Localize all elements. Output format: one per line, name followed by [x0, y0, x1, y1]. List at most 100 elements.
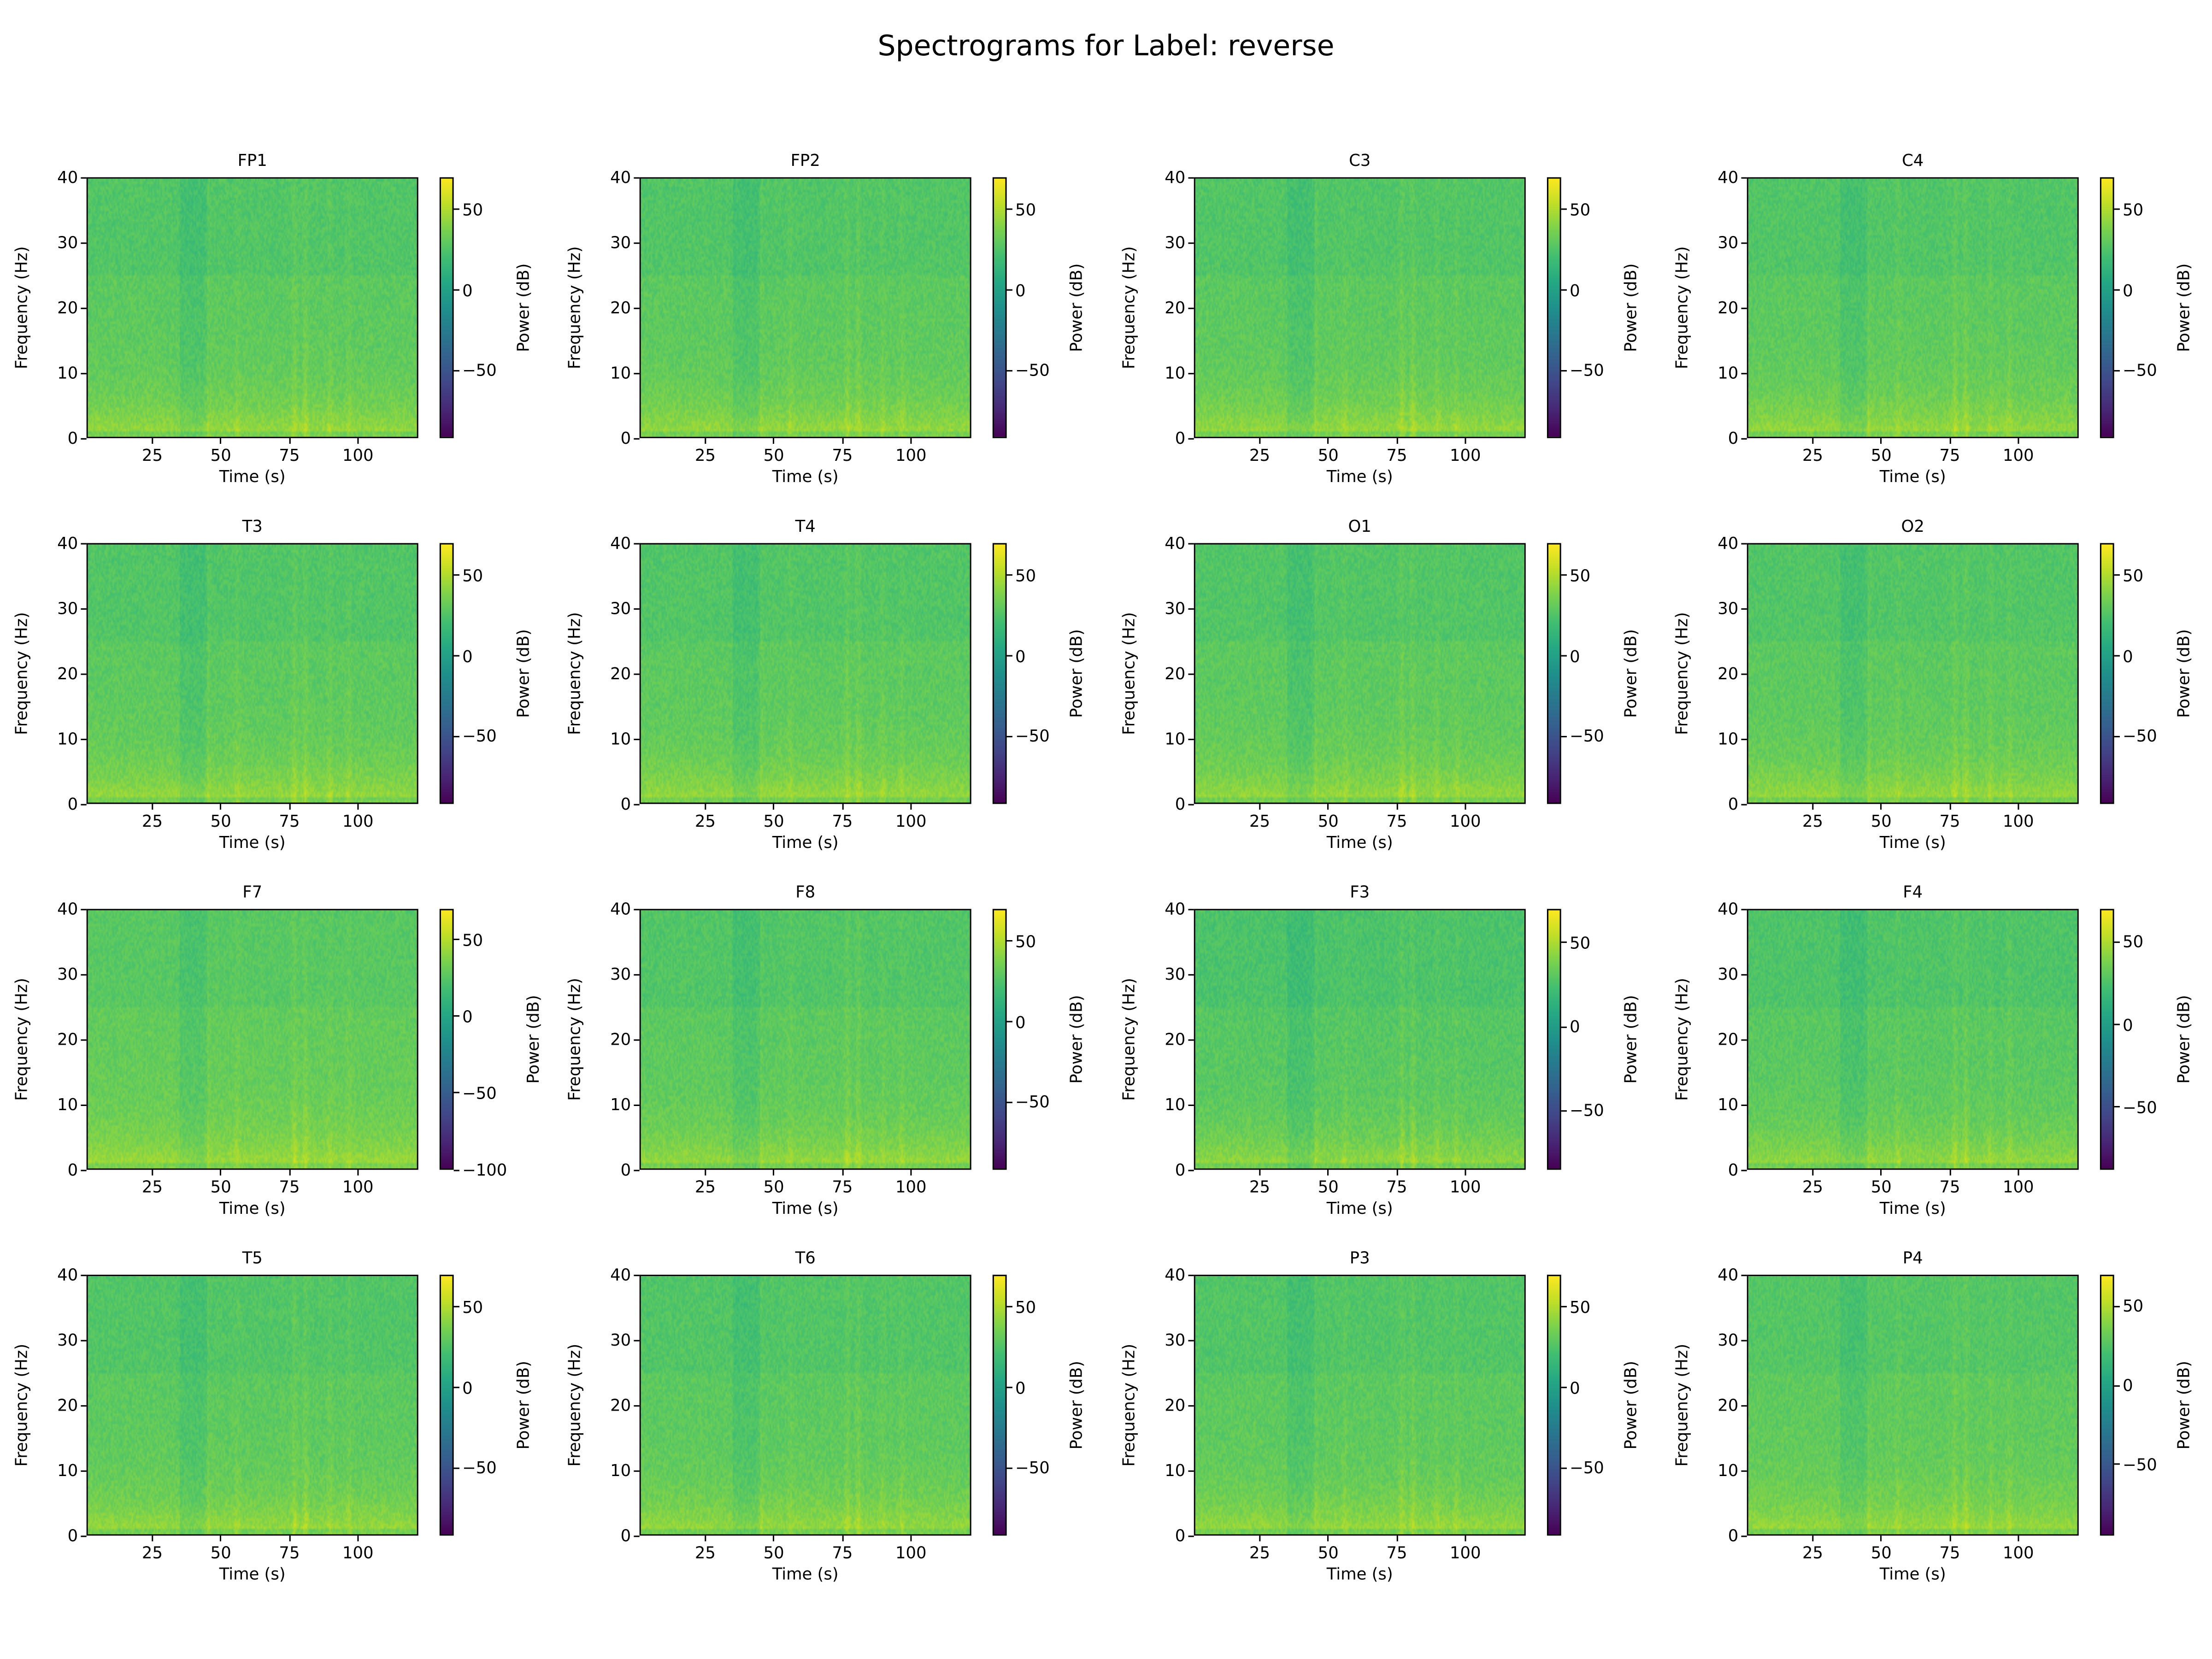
y-axis-label: Frequency (Hz)	[11, 612, 31, 735]
x-tick-label: 100	[342, 811, 374, 831]
y-tick	[81, 372, 87, 374]
panel-title: FP1	[237, 150, 267, 171]
plot-area	[639, 543, 971, 804]
x-tick-label: 100	[895, 1542, 927, 1563]
plot-area	[1747, 177, 2079, 438]
colorbar-tick-label: 50	[1570, 932, 1591, 953]
y-tick	[1741, 307, 1747, 309]
x-tick-label: 75	[832, 1177, 853, 1197]
spectrogram-image	[1748, 910, 2077, 1169]
y-tick	[634, 176, 640, 178]
colorbar-tick-label: 50	[2123, 932, 2144, 952]
y-tick	[634, 437, 640, 439]
y-tick-label: 10	[610, 1460, 631, 1481]
colorbar-label: Power (dB)	[2173, 629, 2194, 718]
y-tick-label: 40	[1718, 533, 1739, 553]
y-tick	[81, 607, 87, 609]
x-axis-label: Time (s)	[1879, 466, 1946, 487]
colorbar-tick-label: 0	[462, 1377, 473, 1398]
colorbar-tick-label: 50	[1015, 199, 1036, 220]
x-tick-label: 50	[1871, 811, 1892, 831]
colorbar-tick-label: 50	[2123, 565, 2144, 585]
colorbar-tick	[2114, 1024, 2120, 1025]
colorbar-tick	[1561, 208, 1567, 211]
y-tick-label: 10	[1165, 1460, 1186, 1481]
colorbar-label: Power (dB)	[1620, 1360, 1641, 1450]
y-tick	[1188, 803, 1194, 805]
plot-area	[639, 177, 971, 438]
y-tick	[1741, 1404, 1747, 1406]
x-tick-label: 100	[2003, 811, 2034, 831]
y-tick-label: 20	[610, 1395, 631, 1415]
colorbar-tick-label: 0	[1570, 280, 1580, 300]
colorbar-tick-label: 0	[2123, 280, 2133, 300]
x-axis-label: Time (s)	[1879, 1564, 1946, 1584]
x-tick	[220, 804, 222, 810]
y-tick-label: 10	[1718, 1460, 1739, 1481]
colorbar-label: Power (dB)	[2173, 1360, 2194, 1450]
y-tick-label: 30	[1165, 964, 1186, 984]
x-axis-label: Time (s)	[219, 466, 286, 487]
panel-title: P4	[1902, 1247, 1923, 1268]
y-tick	[1188, 908, 1194, 910]
x-tick	[910, 1535, 912, 1541]
colorbar-tick	[453, 655, 459, 657]
colorbar-tick-label: 0	[2123, 646, 2133, 666]
y-tick-label: 10	[610, 363, 631, 383]
colorbar-tick-label: 50	[1570, 1297, 1591, 1317]
x-tick	[2018, 438, 2019, 444]
y-tick	[1188, 307, 1194, 309]
x-tick-label: 50	[210, 811, 231, 831]
y-tick-label: 20	[610, 1029, 631, 1049]
y-tick	[81, 908, 87, 910]
y-tick	[81, 1038, 87, 1040]
x-tick	[1880, 438, 1882, 444]
colorbar-tick	[1006, 1387, 1012, 1388]
y-tick-label: 30	[1718, 598, 1739, 618]
x-tick	[357, 804, 359, 810]
colorbar	[439, 543, 454, 804]
y-tick-label: 0	[1728, 1159, 1739, 1180]
colorbar	[439, 909, 454, 1170]
y-tick	[1188, 542, 1194, 544]
y-tick	[634, 542, 640, 544]
colorbar-tick	[1561, 1387, 1567, 1388]
colorbar-label: Power (dB)	[1066, 1360, 1086, 1450]
y-tick	[634, 1274, 640, 1276]
x-tick	[220, 438, 222, 444]
colorbar	[439, 177, 454, 438]
colorbar-tick	[1561, 370, 1567, 371]
colorbar-tick	[1006, 574, 1012, 576]
colorbar-tick-label: 0	[2123, 1375, 2133, 1395]
spectrogram-image	[641, 544, 970, 803]
x-tick-label: 100	[895, 445, 927, 465]
y-tick-label: 0	[67, 794, 78, 814]
x-tick-label: 25	[141, 1542, 163, 1563]
x-axis-label: Time (s)	[1879, 832, 1946, 853]
panel-title: O2	[1901, 516, 1924, 536]
colorbar	[2100, 909, 2114, 1170]
y-tick	[1188, 1274, 1194, 1276]
colorbar-tick-label: 50	[1570, 199, 1591, 220]
x-tick-label: 50	[763, 811, 784, 831]
colorbar-tick-label: 50	[1015, 1297, 1036, 1317]
x-axis-label: Time (s)	[219, 1564, 286, 1584]
y-tick-label: 30	[1718, 1330, 1739, 1350]
y-tick	[81, 1169, 87, 1171]
x-tick-label: 100	[2003, 445, 2034, 465]
colorbar-tick	[1006, 370, 1012, 371]
y-tick-label: 20	[610, 298, 631, 318]
x-tick-label: 75	[279, 445, 300, 465]
x-tick	[288, 438, 290, 444]
y-tick	[634, 372, 640, 374]
y-tick	[1741, 973, 1747, 975]
y-tick-label: 40	[57, 899, 78, 919]
y-axis-label: Frequency (Hz)	[1118, 977, 1139, 1101]
x-tick-label: 50	[763, 1177, 784, 1197]
colorbar-tick	[2114, 574, 2120, 576]
colorbar-tick-label: 50	[1015, 565, 1036, 585]
colorbar-tick-label: −50	[1570, 1101, 1604, 1121]
y-tick	[1188, 241, 1194, 243]
y-tick	[634, 1169, 640, 1171]
x-tick	[841, 1535, 843, 1541]
